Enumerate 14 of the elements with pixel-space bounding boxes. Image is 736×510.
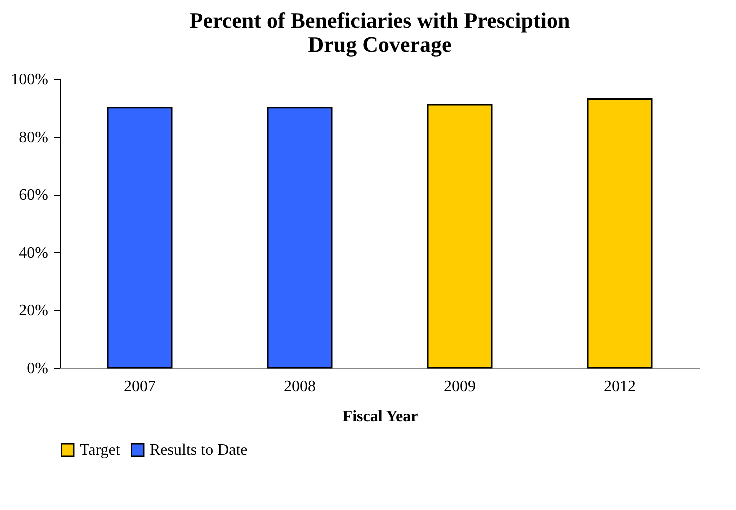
y-tick-label: 0% [27,360,48,378]
y-tick-label: 20% [19,302,48,320]
y-tick-label: 40% [19,244,48,262]
y-tick-label: 60% [19,187,48,204]
y-tick-label: 100% [11,72,48,88]
y-tick-label: 80% [19,129,48,146]
x-tick-label: 2008 [284,378,316,396]
legend-label: Target [80,442,121,460]
x-tick-label: 2012 [604,378,636,396]
chart-title: Percent of Beneficiaries with Presciption Drug Coverage [190,8,570,57]
x-tick-label: 2009 [444,378,476,396]
x-axis-title: Fiscal Year [342,408,418,426]
x-tick-label: 2007 [124,378,156,396]
legend-label: Results to Date [150,442,248,460]
